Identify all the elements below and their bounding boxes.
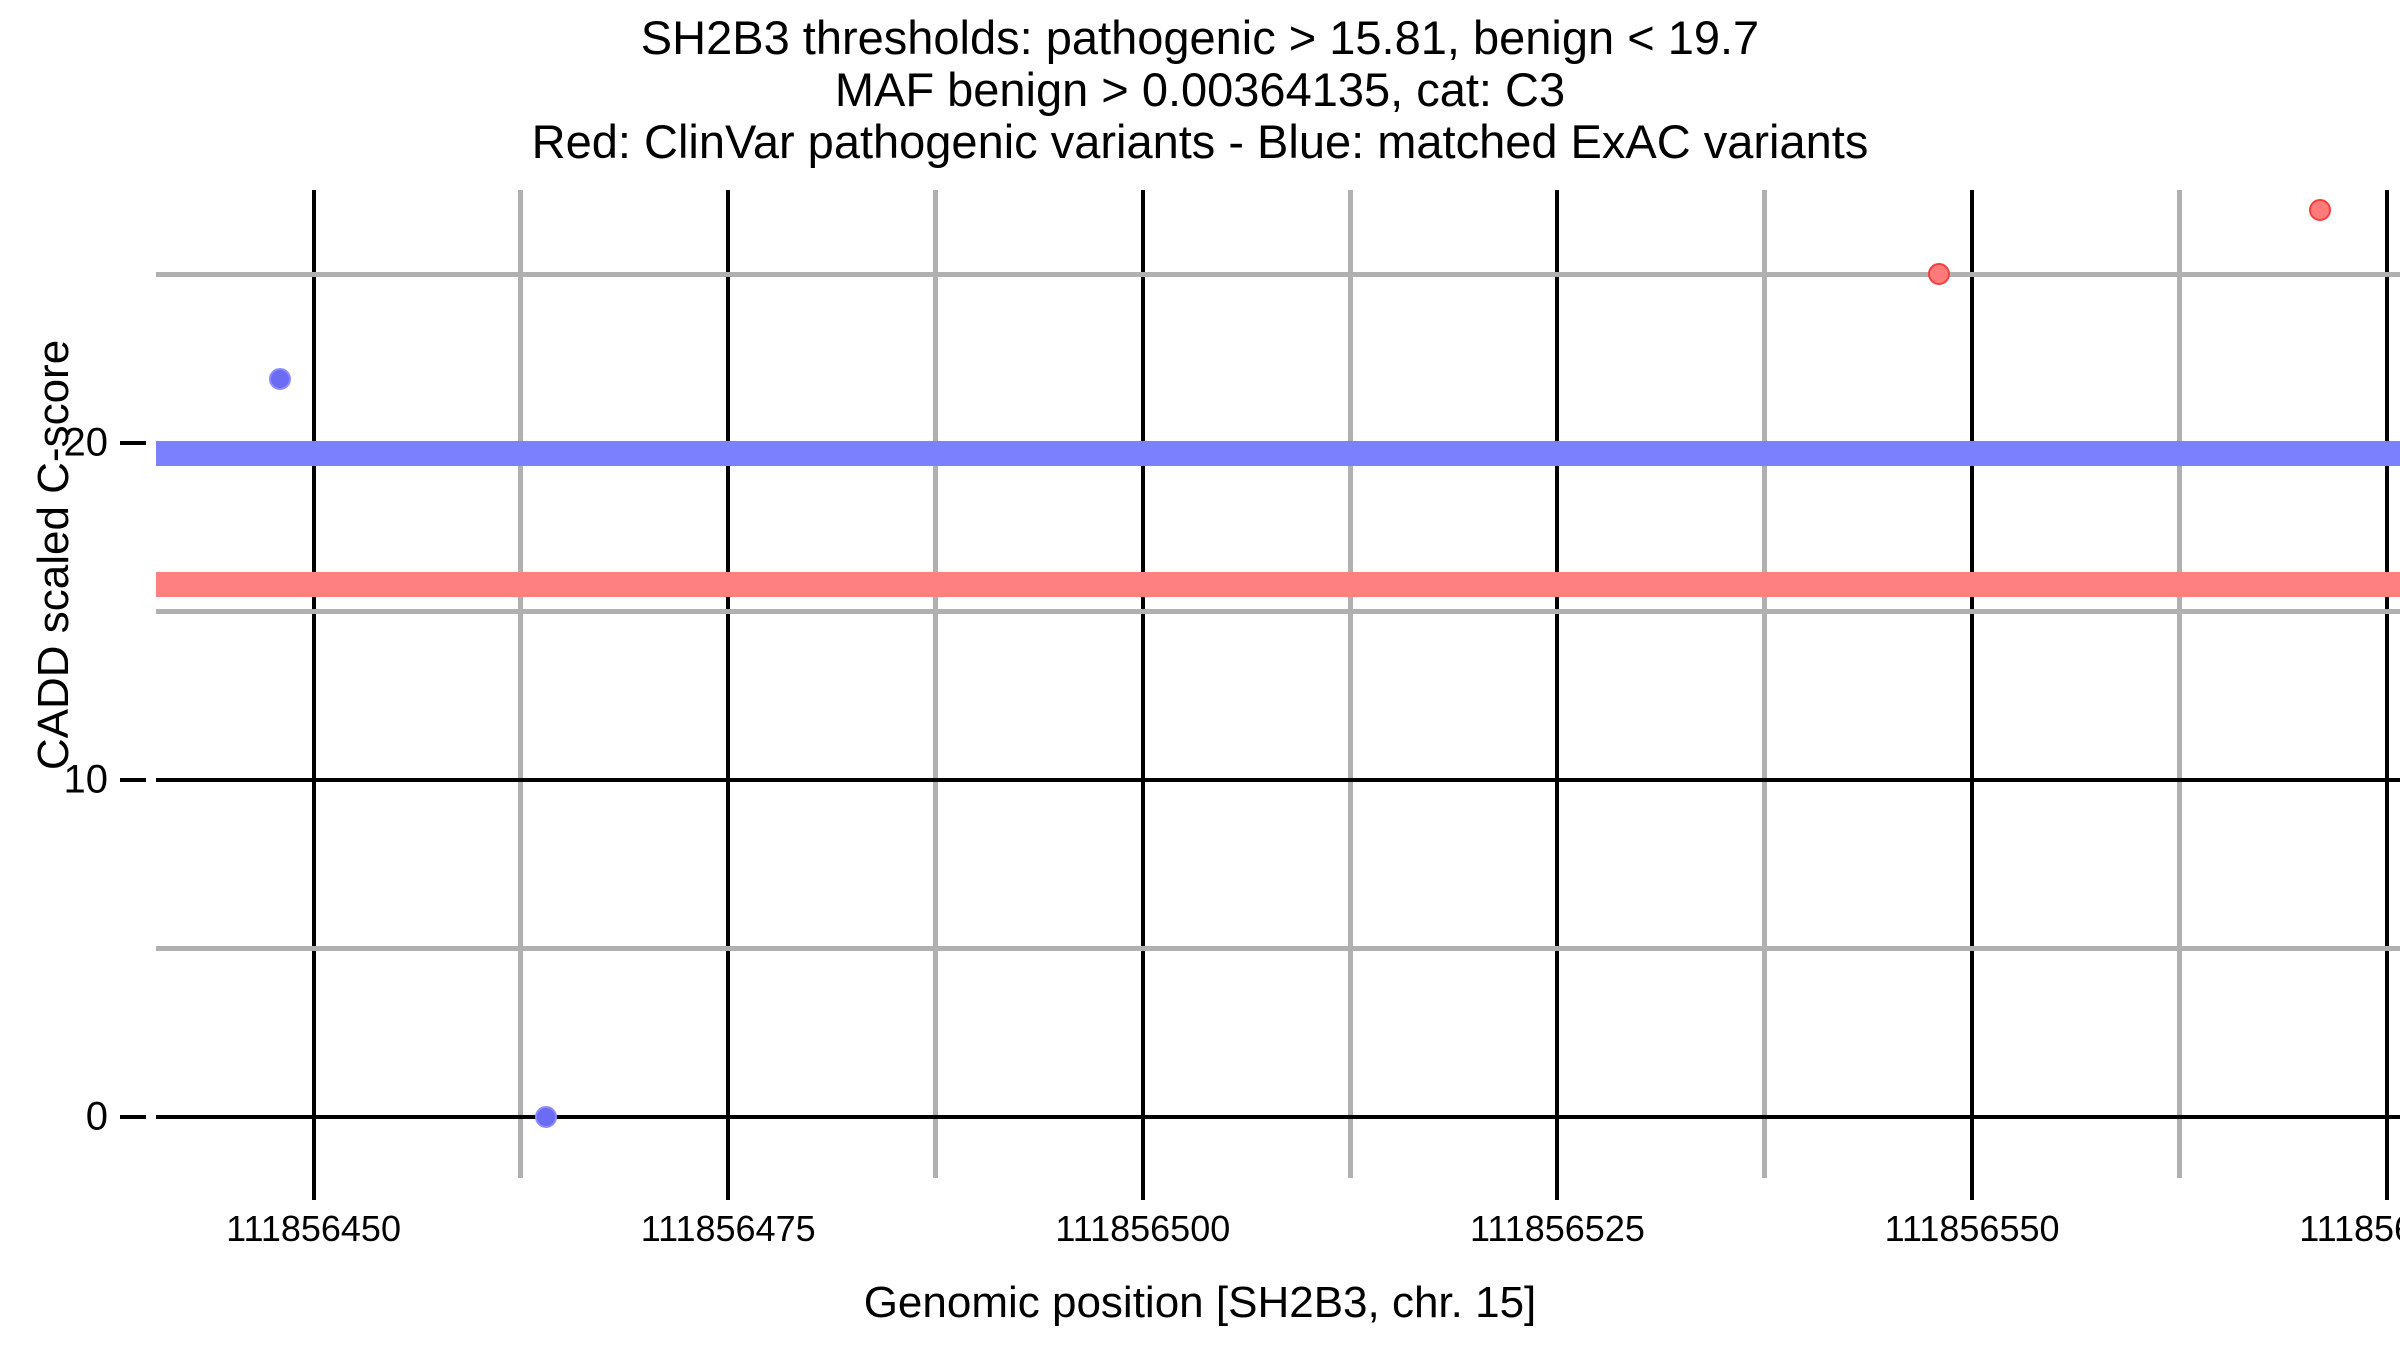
x-minor-gridline-1 [933,190,938,1178]
x-tick-label-4: 111856550 [1884,1208,2060,1249]
y-minor-gridline-1 [156,609,2400,614]
pathogenic-threshold-band [156,572,2400,598]
x-major-gridline-5 [2384,190,2389,1178]
x-major-gridline-1 [726,190,731,1178]
y-tick-label-2: 20 [63,420,109,465]
x-tick-label-0: 111856450 [226,1208,401,1249]
x-axis-title: Genomic position [SH2B3, chr. 15] [863,1278,1537,1327]
y-major-gridline-1 [156,778,2400,783]
x-tick-mark-2 [1140,1178,1145,1200]
data-point-red-1 [2309,199,2332,222]
chart-title-line-3: Red: ClinVar pathogenic variants - Blue:… [531,115,1869,168]
x-major-gridline-3 [1555,190,1560,1178]
x-major-gridline-2 [1140,190,1145,1178]
x-minor-gridline-4 [2176,190,2182,1178]
y-tick-mark-1 [120,778,146,783]
x-tick-label-2: 111856500 [1055,1208,1231,1249]
x-tick-label-3: 111856525 [1470,1208,1645,1249]
x-minor-gridline-2 [1347,190,1353,1178]
benign-threshold-band [156,441,2400,467]
y-major-gridline-0 [156,1115,2400,1120]
y-tick-mark-2 [120,440,146,445]
data-point-blue-1 [534,1106,557,1129]
y-minor-gridline-0 [156,946,2400,952]
plot-area [156,190,2400,1178]
x-tick-mark-3 [1555,1178,1560,1200]
x-tick-mark-4 [1970,1178,1975,1200]
x-tick-mark-1 [726,1178,731,1200]
x-minor-gridline-0 [518,190,524,1178]
x-tick-mark-0 [311,1178,316,1200]
x-tick-label-1: 111856475 [640,1208,816,1249]
data-point-red-0 [1927,263,1950,286]
y-tick-label-0: 0 [85,1094,108,1139]
y-minor-gridline-2 [156,271,2400,277]
chart-title-line-1: SH2B3 thresholds: pathogenic > 15.81, be… [640,11,1760,64]
data-point-blue-0 [269,367,292,390]
chart-title-line-2: MAF benign > 0.00364135, cat: C3 [834,63,1566,116]
x-major-gridline-0 [311,190,316,1178]
y-axis-title: CADD scaled C-score [29,339,78,771]
y-tick-mark-0 [120,1115,146,1120]
y-tick-label-1: 10 [63,757,109,802]
chart-title: SH2B3 thresholds: pathogenic > 15.81, be… [0,12,2400,168]
x-tick-mark-5 [2384,1178,2389,1200]
x-tick-label-5: 111856575 [2299,1208,2400,1249]
x-major-gridline-4 [1970,190,1975,1178]
x-minor-gridline-3 [1762,190,1768,1178]
